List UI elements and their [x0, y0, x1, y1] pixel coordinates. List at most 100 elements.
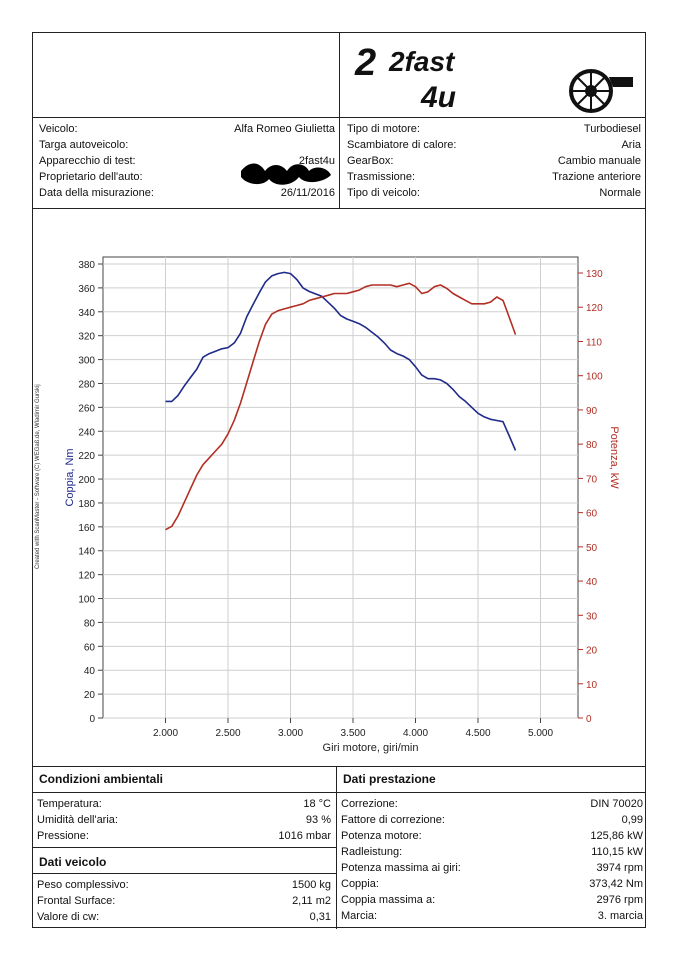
y2-tick-label: 60: [586, 509, 598, 520]
row-value: 373,42 Nm: [589, 878, 643, 890]
row-label: Targa autoveicolo:: [39, 139, 129, 151]
y-tick-label: 280: [78, 379, 95, 390]
row-label: Proprietario dell'auto:: [39, 171, 143, 183]
row-label: Tipo di motore:: [347, 123, 420, 135]
row-value: DIN 70020: [590, 798, 643, 810]
y2-tick-label: 0: [586, 714, 592, 725]
x-tick-label: 3.500: [340, 728, 365, 739]
row-label: Radleistung:: [341, 846, 403, 858]
y2-tick-label: 90: [586, 406, 598, 417]
info-row: Correzione: DIN 70020: [341, 796, 643, 812]
info-row: Data della misurazione: 26/11/2016: [39, 185, 335, 201]
y2-tick-label: 10: [586, 680, 598, 691]
row-value: Turbodiesel: [583, 123, 641, 135]
row-label: Data della misurazione:: [39, 187, 154, 199]
vehicle-data-header-line: [33, 873, 336, 874]
y2-tick-label: 50: [586, 543, 598, 554]
row-value: Normale: [599, 187, 641, 199]
info-row: Pressione: 1016 mbar: [37, 828, 331, 844]
torque-curve: [165, 271, 517, 451]
logo-text-4u: 4u: [420, 81, 456, 113]
logo-text-fast: 2fast: [388, 46, 456, 77]
row-value: Aria: [621, 139, 641, 151]
y-tick-label: 220: [78, 451, 95, 462]
info-row: Marcia: 3. marcia: [341, 908, 643, 924]
row-label: Marcia:: [341, 910, 378, 922]
row-value: Cambio manuale: [557, 155, 641, 167]
logo-number-2: 2: [354, 42, 376, 84]
row-label: Scambiatore di calore:: [347, 139, 457, 151]
y-tick-label: 300: [78, 356, 95, 367]
info-row: Apparecchio di test: 2fast4u: [39, 153, 335, 169]
info-row: Targa autoveicolo:: [39, 137, 335, 153]
info-row: GearBox: Cambio manuale: [347, 153, 641, 169]
row-label: Pressione:: [37, 830, 89, 842]
row-label: Coppia:: [341, 878, 379, 890]
y-tick-label: 340: [78, 308, 95, 319]
x-tick-label: 3.000: [278, 728, 303, 739]
plot-area: [102, 256, 579, 719]
info-row: Tipo di veicolo: Normale: [347, 185, 641, 201]
row-value: 2,11 m2: [292, 895, 331, 907]
info-row: Coppia: 373,42 Nm: [341, 876, 643, 892]
info-bottom-line: [33, 208, 645, 209]
y-axis-label: Coppia, Nm: [64, 448, 76, 506]
info-row: Veicolo: Alfa Romeo Giulietta: [39, 121, 335, 137]
y2-tick-label: 110: [586, 337, 602, 348]
report-frame: 2 2fast 4u Veicolo: Alfa Romeo Giulietta T…: [32, 32, 646, 929]
info-row: Potenza motore: 125,86 kW: [341, 828, 643, 844]
y-tick-label: 100: [78, 595, 95, 606]
info-row: Proprietario dell'auto:: [39, 169, 335, 185]
row-value: 2fast4u: [298, 155, 335, 167]
row-label: Coppia massima a:: [341, 894, 436, 906]
info-row: Coppia massima a: 2976 rpm: [341, 892, 643, 908]
info-row: Frontal Surface: 2,11 m2: [37, 893, 331, 909]
info-row: Fattore di correzione: 0,99: [341, 812, 643, 828]
info-row: Tipo di motore: Turbodiesel: [347, 121, 641, 137]
y-tick-label: 40: [84, 666, 96, 677]
y-tick-label: 380: [78, 260, 95, 271]
row-label: Fattore di correzione:: [341, 814, 445, 826]
row-label: Umidità dell'aria:: [37, 814, 118, 826]
row-value: 3974 rpm: [596, 862, 643, 874]
row-label: Potenza motore:: [341, 830, 422, 842]
y-tick-label: 200: [78, 475, 95, 486]
header-divider: [339, 33, 340, 208]
y-tick-label: 360: [78, 284, 95, 295]
info-row: Potenza massima ai giri: 3974 rpm: [341, 860, 643, 876]
info-row: Scambiatore di calore: Aria: [347, 137, 641, 153]
info-row: Radleistung: 110,15 kW: [341, 844, 643, 860]
logo-graphic: 2 2fast 4u: [354, 42, 633, 114]
info-row: Trasmissione: Trazione anteriore: [347, 169, 641, 185]
y2-tick-label: 20: [586, 646, 598, 657]
row-value: 26/11/2016: [280, 187, 335, 199]
row-value: 3. marcia: [597, 910, 643, 922]
x-tick-label: 4.500: [465, 728, 490, 739]
y-tick-label: 260: [78, 403, 95, 414]
info-row: Temperatura: 18 °C: [37, 796, 331, 812]
row-value: 110,15 kW: [591, 846, 643, 858]
row-value: 93 %: [305, 814, 331, 826]
y-tick-label: 160: [78, 523, 95, 534]
row-label: Trasmissione:: [347, 171, 416, 183]
x-tick-label: 2.500: [215, 728, 240, 739]
row-value: 0,99: [621, 814, 643, 826]
x-tick-label: 4.000: [403, 728, 428, 739]
y-tick-label: 60: [84, 642, 96, 653]
info-row: Umidità dell'aria: 93 %: [37, 812, 331, 828]
row-label: Correzione:: [341, 798, 398, 810]
row-value: 0,31: [309, 911, 331, 923]
row-label: Temperatura:: [37, 798, 102, 810]
turbo-icon: [569, 69, 633, 113]
y-tick-label: 0: [89, 714, 95, 725]
ambient-title: Condizioni ambientali: [39, 772, 164, 786]
row-label: Tipo di veicolo:: [347, 187, 420, 199]
y-tick-label: 140: [78, 547, 95, 558]
power-curve: [165, 282, 517, 531]
y2-tick-label: 130: [586, 269, 603, 280]
x-tick-label: 5.000: [528, 728, 553, 739]
row-label: Peso complessivo:: [37, 879, 129, 891]
ambient-bottom-line: [33, 847, 336, 848]
x-axis-label: Giri motore, giri/min: [323, 742, 419, 754]
y2-tick-label: 80: [586, 440, 598, 451]
